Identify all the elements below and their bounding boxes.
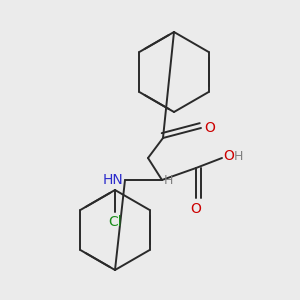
Text: O: O bbox=[190, 202, 201, 216]
Text: O: O bbox=[223, 149, 234, 163]
Text: H: H bbox=[164, 173, 173, 187]
Text: H: H bbox=[234, 149, 243, 163]
Text: HN: HN bbox=[102, 173, 123, 187]
Text: Cl: Cl bbox=[108, 215, 122, 229]
Text: O: O bbox=[204, 121, 215, 135]
